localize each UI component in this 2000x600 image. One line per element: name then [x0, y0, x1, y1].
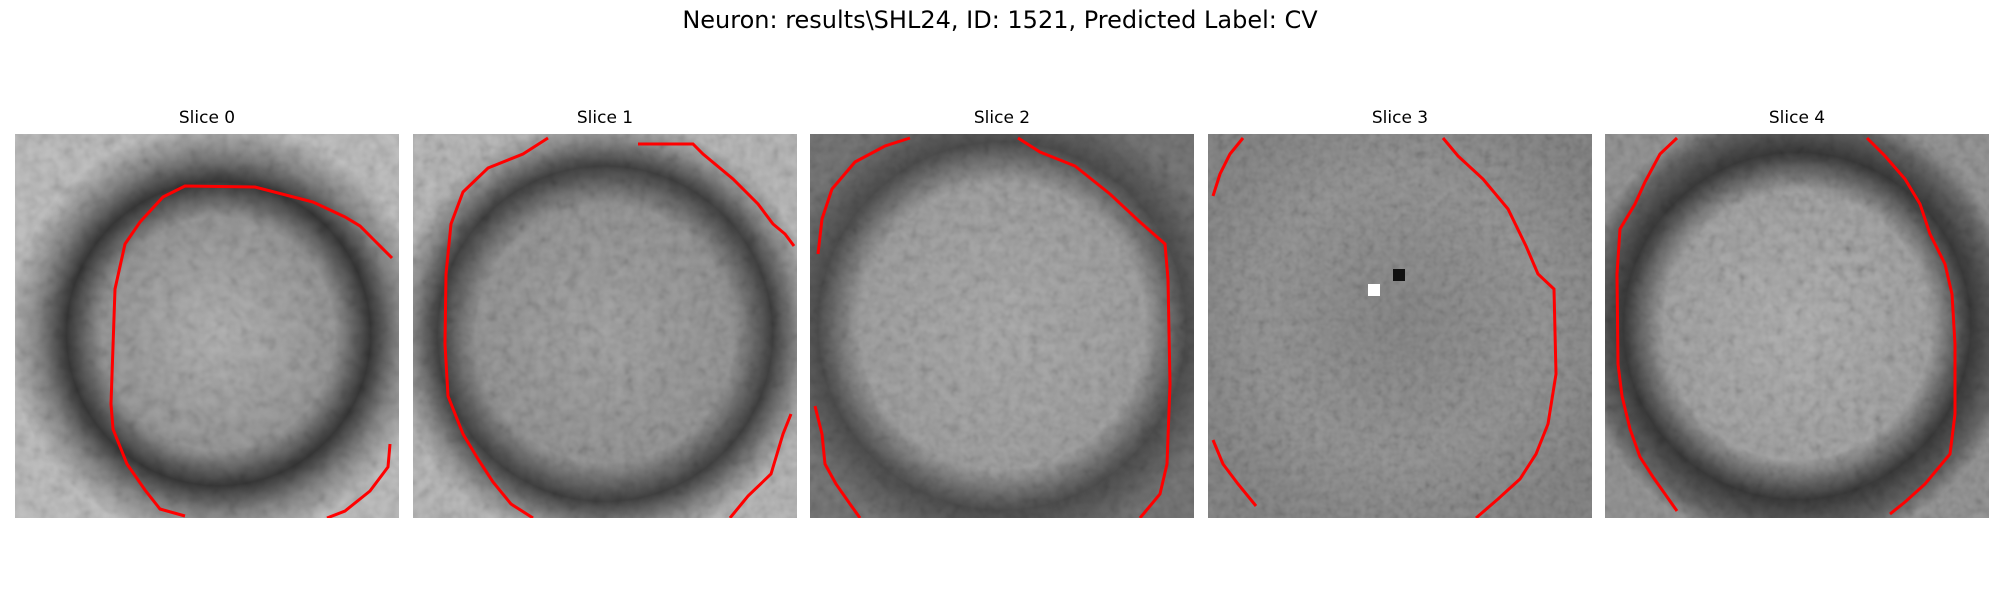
slice-title: Slice 2: [973, 108, 1031, 128]
slice-texture: [15, 134, 399, 518]
slice-texture: [810, 134, 1194, 518]
slice-title: Slice 3: [1371, 108, 1429, 128]
contour-line: [728, 413, 793, 518]
slice-image: [413, 134, 797, 518]
dark-voxel: [1393, 269, 1405, 281]
slice-svg: [15, 134, 399, 518]
contour-line: [816, 136, 911, 255]
slice-texture: [1208, 134, 1592, 518]
figure-title: Neuron: results\SHL24, ID: 1521, Predict…: [682, 6, 1318, 34]
contour-line: [1615, 136, 1679, 512]
slice-svg: [1605, 134, 1989, 518]
slice-title: Slice 0: [178, 108, 236, 128]
contour-line: [326, 443, 392, 518]
contour-line: [813, 405, 862, 518]
slice-title: Slice 1: [576, 108, 634, 128]
contour-line: [1865, 136, 1957, 516]
contour-line: [1211, 439, 1258, 507]
contour-line: [638, 142, 796, 247]
slice-texture: [1605, 134, 1989, 518]
slice-texture: [413, 134, 797, 518]
slice-svg: [413, 134, 797, 518]
slice-image: [1208, 134, 1592, 518]
contour-line: [1441, 137, 1558, 518]
contour-line: [1017, 136, 1172, 518]
contour-line: [1211, 137, 1245, 197]
slice-svg: [810, 134, 1194, 518]
slice-title: Slice 4: [1768, 108, 1826, 128]
contour-line: [443, 136, 549, 518]
bright-voxel: [1368, 284, 1380, 296]
slice-image: [1605, 134, 1989, 518]
contour-line: [109, 184, 394, 518]
slice-svg: [1208, 134, 1592, 518]
slice-image: [15, 134, 399, 518]
slice-image: [810, 134, 1194, 518]
